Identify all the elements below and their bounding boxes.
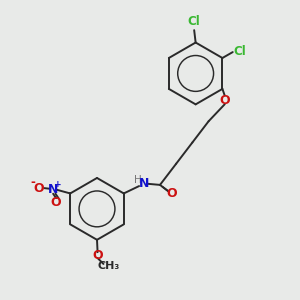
Text: H: H: [134, 175, 142, 185]
Text: CH₃: CH₃: [97, 261, 119, 271]
Text: O: O: [34, 182, 44, 195]
Text: O: O: [92, 249, 103, 262]
Text: O: O: [51, 196, 62, 209]
Text: Cl: Cl: [234, 45, 246, 58]
Text: O: O: [167, 188, 177, 200]
Text: O: O: [220, 94, 230, 106]
Text: -: -: [31, 176, 36, 189]
Text: N: N: [48, 183, 58, 196]
Text: Cl: Cl: [188, 15, 200, 28]
Text: N: N: [139, 177, 150, 190]
Text: +: +: [54, 179, 62, 188]
